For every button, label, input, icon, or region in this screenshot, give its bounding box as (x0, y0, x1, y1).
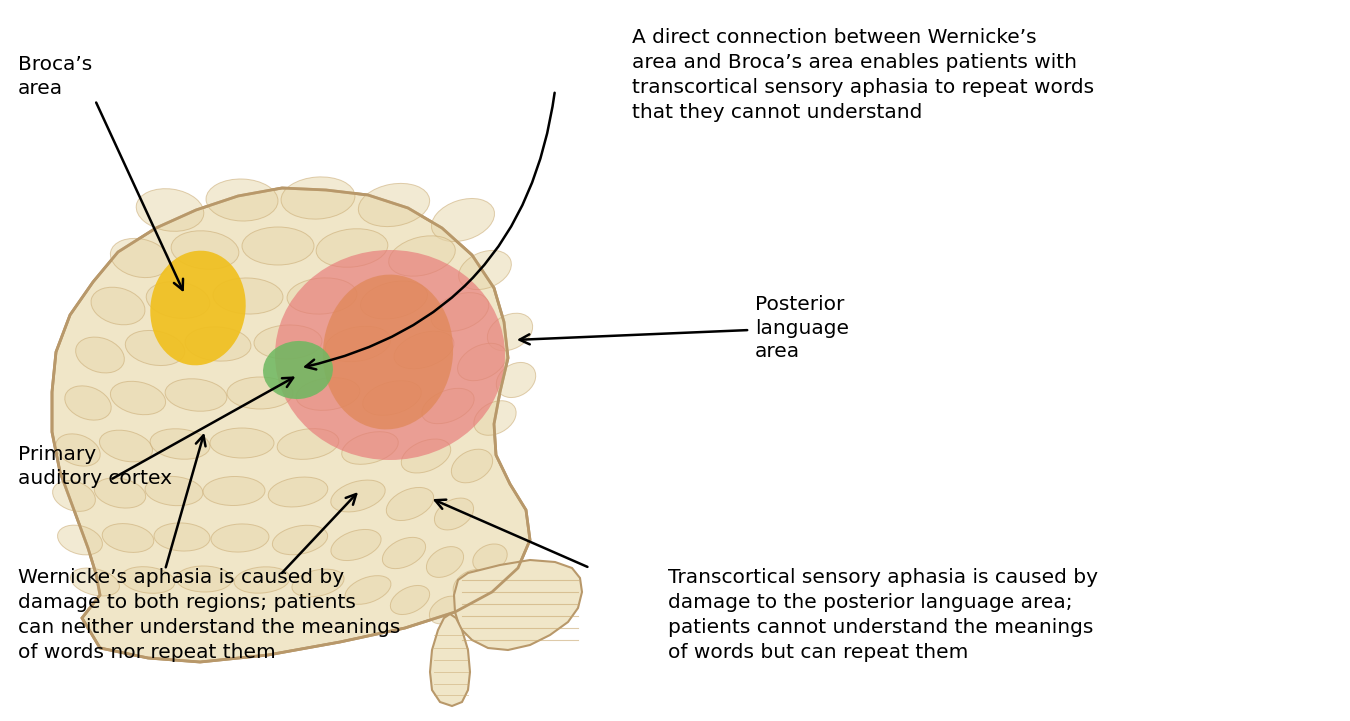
Ellipse shape (459, 250, 512, 290)
Polygon shape (454, 560, 582, 650)
Ellipse shape (281, 177, 355, 219)
Text: Primary
auditory cortex: Primary auditory cortex (18, 445, 171, 487)
Ellipse shape (144, 477, 202, 505)
Ellipse shape (358, 183, 429, 226)
Ellipse shape (331, 480, 385, 512)
Ellipse shape (325, 327, 390, 362)
Ellipse shape (316, 229, 387, 267)
Ellipse shape (273, 526, 328, 554)
Ellipse shape (234, 567, 290, 593)
Ellipse shape (136, 189, 204, 231)
Ellipse shape (432, 198, 494, 242)
Ellipse shape (454, 570, 491, 601)
Ellipse shape (211, 428, 274, 458)
Ellipse shape (65, 386, 111, 420)
Ellipse shape (58, 525, 103, 555)
Ellipse shape (150, 251, 246, 366)
Ellipse shape (390, 585, 429, 614)
Ellipse shape (126, 330, 185, 366)
Ellipse shape (382, 537, 425, 569)
Text: Transcortical sensory aphasia is caused by
damage to the posterior language area: Transcortical sensory aphasia is caused … (668, 568, 1098, 662)
Ellipse shape (458, 343, 506, 381)
Ellipse shape (185, 327, 251, 361)
Ellipse shape (76, 337, 124, 373)
Ellipse shape (472, 544, 508, 572)
Ellipse shape (277, 429, 339, 459)
Ellipse shape (202, 477, 265, 505)
Ellipse shape (429, 596, 463, 624)
Ellipse shape (296, 378, 360, 410)
Ellipse shape (207, 179, 278, 221)
Ellipse shape (427, 547, 463, 578)
Text: A direct connection between Wernicke’s
area and Broca’s area enables patients wi: A direct connection between Wernicke’s a… (632, 28, 1094, 122)
Ellipse shape (421, 389, 474, 424)
Ellipse shape (227, 377, 293, 409)
Polygon shape (53, 188, 531, 662)
Ellipse shape (100, 430, 153, 462)
Ellipse shape (95, 478, 146, 508)
Ellipse shape (122, 567, 176, 593)
Ellipse shape (176, 566, 232, 592)
Ellipse shape (360, 281, 428, 319)
Ellipse shape (103, 523, 154, 552)
Text: Wernicke’s aphasia is caused by
damage to both regions; patients
can neither und: Wernicke’s aphasia is caused by damage t… (18, 568, 401, 662)
Ellipse shape (487, 313, 533, 351)
Ellipse shape (346, 575, 392, 604)
Ellipse shape (211, 524, 269, 552)
Ellipse shape (292, 569, 344, 597)
Ellipse shape (363, 381, 421, 415)
Ellipse shape (70, 568, 119, 596)
Ellipse shape (394, 331, 454, 369)
Ellipse shape (497, 363, 536, 397)
Ellipse shape (254, 325, 323, 359)
Ellipse shape (165, 379, 227, 411)
Text: Posterior
language
area: Posterior language area (755, 295, 849, 361)
Ellipse shape (154, 523, 211, 551)
Ellipse shape (401, 439, 451, 473)
Ellipse shape (389, 236, 455, 276)
Ellipse shape (111, 381, 166, 415)
Polygon shape (431, 614, 470, 706)
Ellipse shape (386, 487, 433, 521)
Ellipse shape (451, 449, 493, 483)
Ellipse shape (55, 434, 100, 466)
Ellipse shape (435, 498, 474, 530)
Ellipse shape (275, 250, 505, 460)
Ellipse shape (111, 239, 170, 278)
Ellipse shape (263, 341, 333, 399)
Ellipse shape (213, 278, 284, 314)
Ellipse shape (146, 282, 209, 319)
Ellipse shape (288, 278, 356, 314)
Ellipse shape (323, 275, 454, 430)
Text: Broca’s
area: Broca’s area (18, 55, 92, 97)
Ellipse shape (331, 529, 381, 560)
Ellipse shape (53, 481, 96, 511)
Ellipse shape (342, 432, 398, 464)
Ellipse shape (431, 293, 489, 332)
Ellipse shape (150, 429, 209, 459)
Ellipse shape (90, 287, 144, 324)
Ellipse shape (171, 231, 239, 269)
Ellipse shape (269, 477, 328, 507)
Ellipse shape (242, 227, 315, 265)
Ellipse shape (474, 401, 516, 435)
